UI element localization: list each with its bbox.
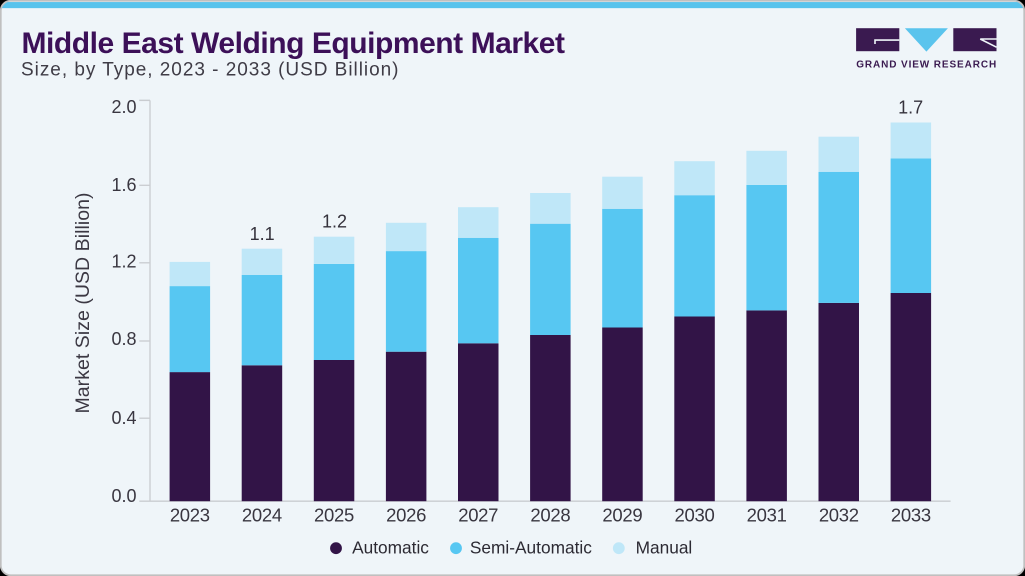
svg-text:1.6: 1.6 xyxy=(111,175,136,195)
svg-text:1.7: 1.7 xyxy=(898,97,923,117)
svg-text:2032: 2032 xyxy=(819,505,859,526)
svg-text:Manual: Manual xyxy=(636,537,693,557)
svg-text:GRAND VIEW RESEARCH: GRAND VIEW RESEARCH xyxy=(856,59,996,70)
svg-text:2031: 2031 xyxy=(747,505,787,526)
svg-text:2033: 2033 xyxy=(891,505,931,526)
svg-text:2027: 2027 xyxy=(458,505,498,526)
svg-text:0.0: 0.0 xyxy=(111,486,136,506)
svg-text:2030: 2030 xyxy=(675,505,715,526)
svg-text:Automatic: Automatic xyxy=(352,537,429,557)
svg-text:2023: 2023 xyxy=(170,505,210,526)
svg-text:2029: 2029 xyxy=(602,505,642,526)
svg-text:2025: 2025 xyxy=(314,505,354,526)
svg-text:2028: 2028 xyxy=(530,505,570,526)
svg-text:Middle East Welding Equipment: Middle East Welding Equipment Market xyxy=(22,27,566,60)
svg-text:2026: 2026 xyxy=(386,505,426,526)
svg-text:Market Size (USD Billion): Market Size (USD Billion) xyxy=(72,193,94,414)
svg-text:1.2: 1.2 xyxy=(322,212,347,232)
svg-text:2.0: 2.0 xyxy=(111,97,136,117)
svg-text:0.8: 0.8 xyxy=(111,329,136,349)
svg-text:1.1: 1.1 xyxy=(250,224,275,244)
svg-text:Size, by Type, 2023 - 2033 (US: Size, by Type, 2023 - 2033 (USD Billion) xyxy=(21,60,399,81)
svg-text:1.2: 1.2 xyxy=(111,252,136,272)
svg-text:0.4: 0.4 xyxy=(111,408,136,428)
svg-text:Semi-Automatic: Semi-Automatic xyxy=(470,537,592,557)
svg-text:2024: 2024 xyxy=(242,505,282,526)
